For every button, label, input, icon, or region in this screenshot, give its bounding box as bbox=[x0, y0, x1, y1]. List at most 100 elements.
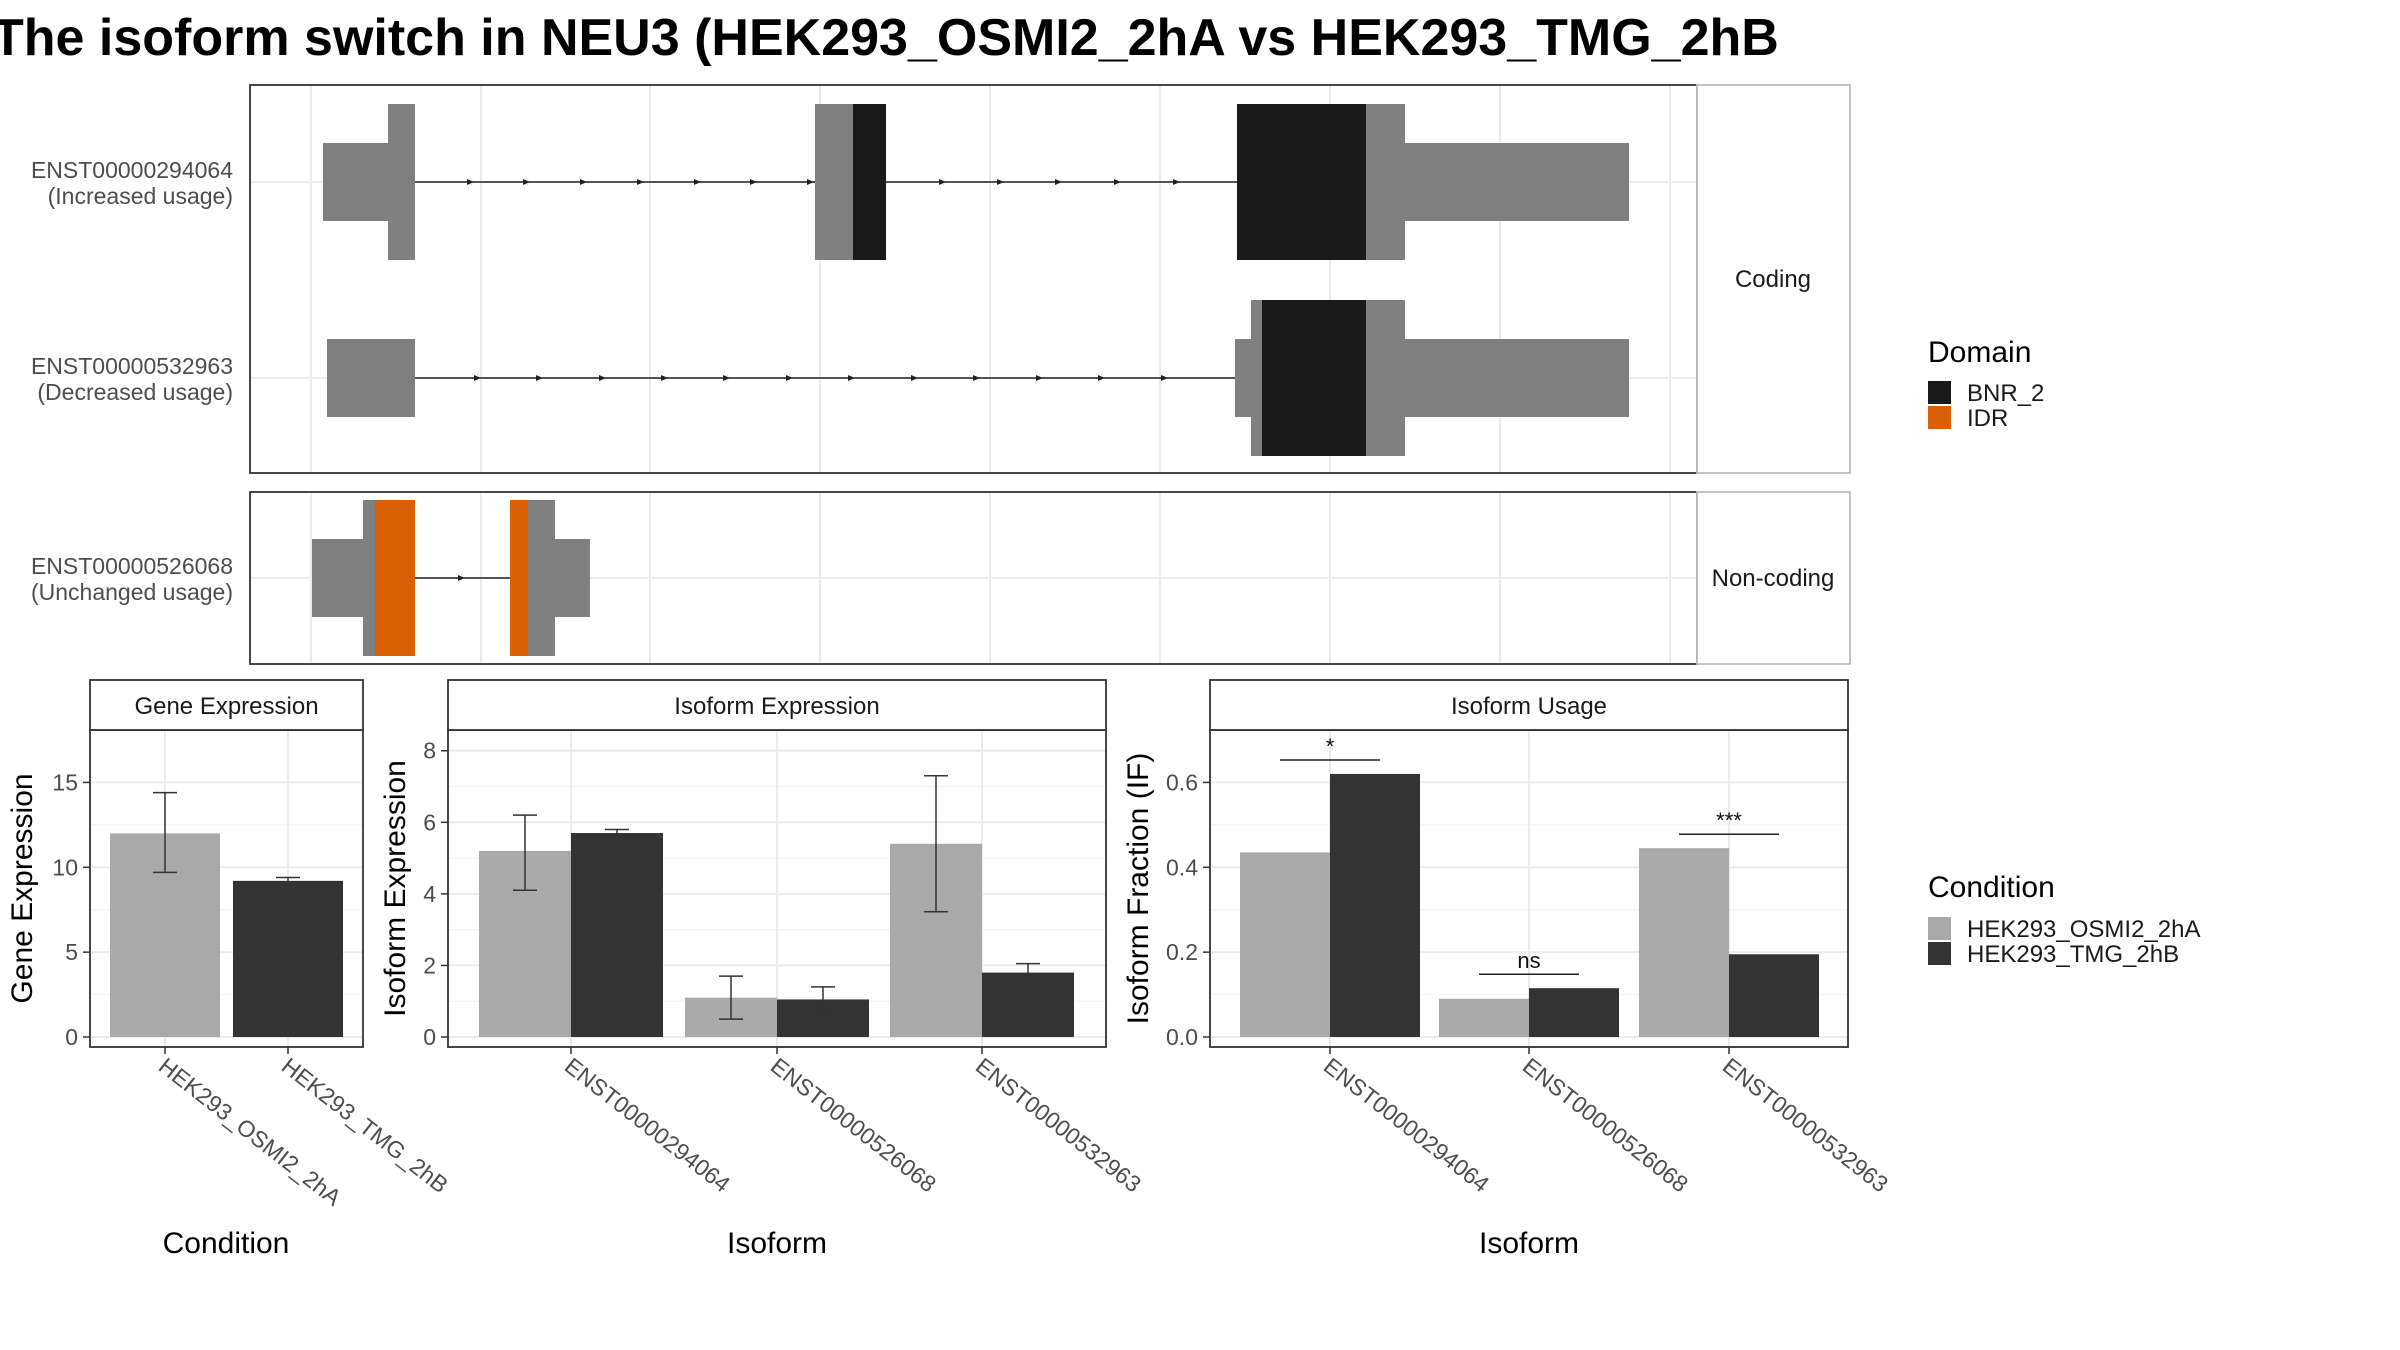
exon-block bbox=[312, 539, 366, 617]
bar bbox=[1529, 988, 1619, 1037]
bar-panel-isoform-usage: * ENST00000294064 ns ENST00000526068 *** ENST… bbox=[1122, 679, 1893, 1260]
bar bbox=[1330, 773, 1420, 1037]
isoform-usage-label: (Unchanged usage) bbox=[31, 579, 233, 605]
intron-arrow bbox=[939, 179, 946, 185]
legend-title: Domain bbox=[1928, 336, 2031, 369]
legend-item-label: HEK293_OSMI2_2hA bbox=[1967, 916, 2200, 943]
facet-strip bbox=[447, 679, 1107, 731]
exon-block bbox=[388, 104, 415, 260]
exon-block bbox=[1235, 339, 1256, 417]
significance-label: * bbox=[1326, 734, 1335, 759]
y-tick-label: 15 bbox=[52, 769, 78, 795]
bar bbox=[571, 833, 663, 1037]
exon-block bbox=[327, 339, 415, 417]
bar bbox=[982, 972, 1074, 1037]
intron-arrow bbox=[458, 575, 465, 581]
bar-charts: HEK293_OSMI2_2hAHEK293_TMG_2hB051015Gene… bbox=[6, 679, 1893, 1260]
intron-arrow bbox=[694, 179, 701, 185]
y-tick-label: 2 bbox=[423, 952, 436, 978]
exon-block bbox=[1366, 300, 1405, 456]
intron-arrow bbox=[1036, 375, 1043, 381]
intron-arrow bbox=[723, 375, 730, 381]
exon-block bbox=[815, 104, 853, 260]
legend-title: Condition bbox=[1928, 871, 2055, 904]
intron-arrow bbox=[1098, 375, 1105, 381]
intron-arrow bbox=[807, 179, 814, 185]
facet-strip-label: Coding bbox=[1735, 266, 1811, 293]
intron-arrow bbox=[523, 179, 530, 185]
y-tick-label: 0 bbox=[423, 1024, 436, 1050]
bar bbox=[233, 880, 343, 1037]
isoform-usage-label: (Decreased usage) bbox=[37, 379, 233, 405]
legend-swatch bbox=[1928, 381, 1951, 404]
domain-block-idr bbox=[375, 500, 415, 656]
legend-swatch bbox=[1928, 942, 1951, 965]
y-axis-title: Gene Expression bbox=[6, 773, 39, 1003]
isoform-track-ENST00000532963 bbox=[327, 300, 1629, 456]
y-tick-label: 8 bbox=[423, 738, 436, 764]
legend-swatch bbox=[1928, 917, 1951, 940]
intron-arrow bbox=[637, 179, 644, 185]
x-tick-label: ENST00000294064 bbox=[560, 1052, 735, 1197]
facet-strip-label: Non-coding bbox=[1712, 565, 1835, 592]
facet-strip-label: Isoform Expression bbox=[674, 693, 879, 720]
significance-label: ns bbox=[1517, 948, 1540, 973]
exon-block bbox=[1405, 339, 1629, 417]
facet-strip bbox=[1209, 679, 1849, 731]
intron-arrow bbox=[848, 375, 855, 381]
intron-arrow bbox=[1055, 179, 1062, 185]
exon-block bbox=[555, 539, 590, 617]
x-axis-title: Isoform bbox=[1479, 1227, 1579, 1260]
isoform-id-label: ENST00000526068 bbox=[31, 553, 233, 579]
isoform-track-ENST00000294064 bbox=[323, 104, 1629, 260]
legend-item-label: BNR_2 bbox=[1967, 380, 2044, 407]
x-tick-label: ENST00000294064 bbox=[1319, 1052, 1494, 1197]
intron-arrow bbox=[911, 375, 918, 381]
isoform-track-ENST00000526068 bbox=[312, 500, 590, 656]
y-axis-title: Isoform Expression bbox=[379, 760, 412, 1017]
facet-strip bbox=[1696, 491, 1851, 665]
isoform-id-label: ENST00000294064 bbox=[31, 157, 233, 183]
legend-swatch bbox=[1928, 406, 1951, 429]
isoform-id-label: ENST00000532963 bbox=[31, 353, 233, 379]
legend-item-label: HEK293_TMG_2hB bbox=[1967, 941, 2179, 968]
gene-structure-plot: ENST00000294064(Increased usage) ENST0000… bbox=[31, 84, 1851, 665]
x-tick-label: ENST00000532963 bbox=[971, 1052, 1146, 1197]
y-tick-label: 5 bbox=[65, 939, 78, 965]
y-tick-label: 0.0 bbox=[1166, 1024, 1198, 1050]
x-tick-label: ENST00000526068 bbox=[766, 1052, 941, 1197]
domain-block-idr bbox=[510, 500, 528, 656]
x-axis-title: Isoform bbox=[727, 1227, 827, 1260]
intron-arrow bbox=[1173, 179, 1180, 185]
intron-arrow bbox=[973, 375, 980, 381]
exon-block bbox=[528, 500, 555, 656]
intron-arrow bbox=[786, 375, 793, 381]
y-tick-label: 0 bbox=[65, 1024, 78, 1050]
intron-arrow bbox=[580, 179, 587, 185]
significance-label: *** bbox=[1716, 808, 1742, 833]
facet-strip-label: Gene Expression bbox=[134, 693, 318, 720]
y-tick-label: 0.6 bbox=[1166, 769, 1198, 795]
domain-block-bnr2 bbox=[1237, 104, 1366, 260]
bar bbox=[1639, 848, 1729, 1037]
y-tick-label: 0.2 bbox=[1166, 939, 1198, 965]
y-tick-label: 0.4 bbox=[1166, 854, 1198, 880]
intron-arrow bbox=[997, 179, 1004, 185]
intron-arrow bbox=[1161, 375, 1168, 381]
y-tick-label: 6 bbox=[423, 809, 436, 835]
y-axis-title: Isoform Fraction (IF) bbox=[1122, 753, 1155, 1025]
domain-block-bnr2 bbox=[1262, 300, 1366, 456]
isoform-usage-label: (Increased usage) bbox=[48, 183, 233, 209]
intron-arrow bbox=[1114, 179, 1121, 185]
figure-title: The isoform switch in NEU3 (HEK293_OSMI2… bbox=[0, 9, 1779, 67]
y-tick-label: 4 bbox=[423, 881, 436, 907]
bar bbox=[1729, 954, 1819, 1037]
legend-item-label: IDR bbox=[1967, 405, 2008, 432]
bar-panel-isoform-expression: ENST00000294064 ENST00000526068 ENST000005… bbox=[379, 679, 1146, 1260]
x-tick-label: ENST00000526068 bbox=[1518, 1052, 1693, 1197]
x-tick-label: ENST00000532963 bbox=[1718, 1052, 1893, 1197]
facet-strip bbox=[1696, 84, 1851, 474]
